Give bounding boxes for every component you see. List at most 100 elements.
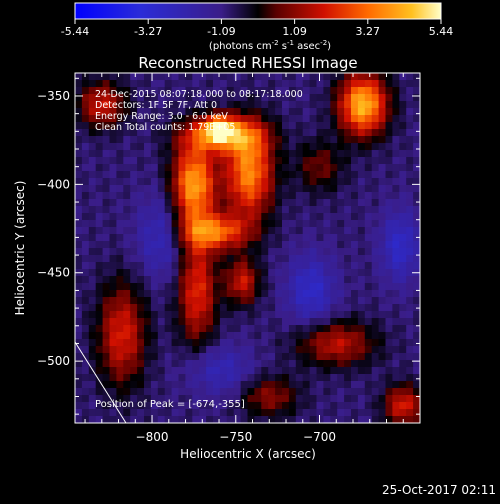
heatmap-cell — [385, 192, 393, 200]
heatmap-cell — [275, 87, 283, 95]
heatmap-cell — [144, 283, 152, 291]
heatmap-cell — [309, 388, 317, 396]
heatmap-cell — [254, 297, 262, 305]
heatmap-cell — [357, 416, 366, 423]
heatmap-cell — [282, 360, 290, 368]
heatmap-cell — [316, 374, 324, 382]
heatmap-cell — [219, 227, 228, 235]
heatmap-cell — [413, 318, 420, 326]
heatmap-cell — [309, 318, 317, 326]
heatmap-cell — [371, 220, 379, 228]
heatmap-cell — [247, 416, 255, 423]
heatmap-cell — [399, 87, 407, 95]
heatmap-cell — [282, 157, 290, 165]
heatmap-cell — [357, 171, 366, 179]
heatmap-cell — [268, 276, 276, 284]
heatmap-cell — [399, 374, 407, 382]
heatmap-cell — [261, 87, 269, 95]
heatmap-cell — [137, 374, 145, 382]
heatmap-cell — [309, 80, 317, 88]
heatmap-cell — [102, 374, 110, 382]
heatmap-cell — [226, 332, 235, 340]
heatmap-cell — [323, 213, 331, 221]
heatmap-cell — [178, 171, 186, 179]
heatmap-cell — [351, 353, 359, 361]
heatmap-cell — [295, 241, 304, 249]
heatmap-cell — [178, 122, 186, 130]
heatmap-cell — [385, 374, 393, 382]
heatmap-cell — [330, 108, 338, 116]
heatmap-cell — [192, 325, 200, 333]
heatmap-cell — [192, 101, 200, 109]
heatmap-cell — [144, 101, 152, 109]
heatmap-cell — [164, 402, 172, 410]
heatmap-cell — [344, 402, 352, 410]
heatmap-cell — [254, 304, 262, 312]
heatmap-cell — [130, 395, 138, 403]
heatmap-cell — [344, 416, 352, 423]
heatmap-cell — [275, 136, 283, 144]
heatmap-cell — [102, 227, 110, 235]
heatmap-cell — [392, 325, 400, 333]
heatmap-cell — [302, 122, 310, 130]
heatmap-cell — [81, 269, 90, 277]
heatmap-cell — [364, 150, 373, 158]
heatmap-cell — [268, 290, 276, 298]
heatmap-cell — [137, 332, 145, 340]
heatmap-cell — [261, 101, 269, 109]
heatmap-cell — [206, 262, 214, 270]
heatmap-cell — [109, 227, 117, 235]
heatmap-cell — [288, 325, 297, 333]
heatmap-cell — [351, 304, 359, 312]
heatmap-cell — [226, 164, 235, 172]
heatmap-cell — [109, 402, 117, 410]
heatmap-cell — [192, 297, 200, 305]
heatmap-cell — [116, 87, 124, 95]
heatmap-cell — [157, 171, 166, 179]
heatmap-cell — [157, 220, 166, 228]
heatmap-cell — [88, 115, 97, 123]
heatmap-cell — [88, 395, 97, 403]
heatmap-cell — [95, 283, 103, 291]
heatmap-cell — [240, 241, 248, 249]
heatmap-cell — [275, 73, 283, 81]
heatmap-cell — [123, 311, 131, 319]
heatmap-cell — [378, 164, 386, 172]
heatmap-cell — [364, 297, 373, 305]
heatmap-cell — [192, 192, 200, 200]
heatmap-cell — [185, 80, 193, 88]
heatmap-cell — [316, 101, 324, 109]
heatmap-cell — [357, 122, 366, 130]
heatmap-cell — [150, 87, 159, 95]
heatmap-cell — [150, 108, 159, 116]
heatmap-cell — [302, 164, 310, 172]
heatmap-cell — [330, 234, 338, 242]
heatmap-cell — [323, 283, 331, 291]
heatmap-cell — [137, 353, 145, 361]
heatmap-cell — [337, 262, 345, 270]
heatmap-cell — [295, 143, 304, 151]
heatmap-cell — [302, 220, 310, 228]
heatmap-cell — [399, 143, 407, 151]
heatmap-cell — [75, 157, 83, 165]
heatmap-cell — [150, 171, 159, 179]
heatmap-cell — [295, 276, 304, 284]
heatmap-cell — [81, 234, 90, 242]
heatmap-cell — [261, 402, 269, 410]
heatmap-cell — [309, 94, 317, 102]
heatmap-cell — [302, 143, 310, 151]
heatmap-cell — [88, 94, 97, 102]
heatmap-cell — [171, 80, 179, 88]
heatmap-cell — [302, 94, 310, 102]
heatmap-cell — [240, 325, 248, 333]
heatmap-cell — [254, 409, 262, 417]
heatmap-cell — [171, 185, 179, 193]
heatmap-cell — [247, 332, 255, 340]
heatmap-cell — [240, 192, 248, 200]
heatmap-cell — [330, 346, 338, 354]
heatmap-cell — [178, 283, 186, 291]
heatmap-cell — [247, 213, 255, 221]
heatmap-cell — [302, 290, 310, 298]
heatmap-cell — [413, 332, 420, 340]
heatmap-cell — [116, 178, 124, 186]
